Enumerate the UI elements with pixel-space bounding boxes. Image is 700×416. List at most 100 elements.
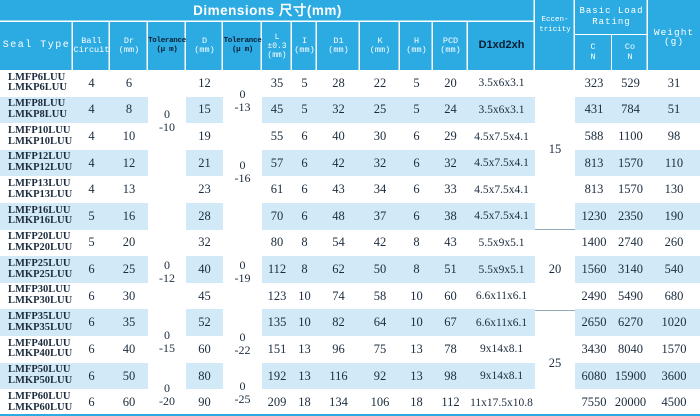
seal-type-cell: LMFP20LUU LMKP20LUU [8,231,73,253]
weight-cell: 3600 [661,368,687,383]
d1-cell: 82 [332,315,345,330]
header-d-tolerance: Tolerance (μ m) [223,22,262,70]
table-row: LMFP20LUU LMKP20LUU 5 20 32 80 8 54 42 8… [0,230,700,257]
seal-type-cell: LMFP30LUU LMKP30LUU [8,284,73,307]
seal-type-cell: LMFP12LUU LMKP12LUU [8,151,73,174]
weight-cell: 260 [664,235,684,250]
l-cell: 192 [267,368,287,383]
ball-circuit-cell: 4 [88,102,95,117]
i-cell: 10 [298,288,311,303]
table-header: Dimensions 尺寸(mm) Eccen- tricity Basic L… [0,0,700,70]
pcd-cell: 51 [444,262,457,277]
pcd-cell: 33 [444,182,457,197]
co-rating-cell: 20000 [614,395,647,410]
header-d1: D1 (mm) [317,22,360,70]
weight-cell: 4500 [661,395,687,410]
d1xd2xh-cell: 5.5x9x5.1 [478,236,525,249]
d1-cell: 32 [332,102,345,117]
i-cell: 6 [301,208,308,223]
weight-cell: 680 [664,288,684,303]
header-l: L ±0.3 (mm) [262,22,292,70]
c-rating-cell: 3430 [581,341,607,356]
seal-type-cell: LMFP8LUU LMKP8LUU [8,98,67,120]
d1-cell: 43 [332,182,345,197]
ball-circuit-cell: 5 [88,208,95,223]
weight-cell: 1020 [661,315,687,330]
co-rating-cell: 6270 [618,315,643,330]
h-cell: 5 [413,102,420,117]
dr-cell: 25 [122,262,136,277]
k-cell: 30 [373,129,387,144]
header-weight: Weight (g) [648,0,700,70]
pcd-cell: 60 [444,288,457,303]
k-cell: 75 [373,341,387,356]
seal-type-cell: LMFP60LUU LMKP60LUU [8,390,73,413]
k-cell: 25 [373,102,387,117]
weight-cell: 98 [667,129,681,144]
h-cell: 6 [413,182,420,197]
co-rating-cell: 2740 [618,235,643,250]
eccentricity-value: 15 [548,142,562,157]
d-cell: 12 [198,75,211,90]
i-cell: 13 [298,341,311,356]
k-cell: 32 [373,155,387,170]
l-cell: 112 [267,262,287,277]
ball-circuit-cell: 6 [88,315,95,330]
d-tolerance-value: 0 -22 [234,330,251,357]
header-co: Co N [624,42,636,63]
c-rating-cell: 1230 [581,208,607,223]
table-row: LMFP13LUU LMKP13LUU 4 13 23 61 6 43 34 6… [0,176,700,203]
header-eccentricity: Eccen- tricity [535,0,575,70]
co-rating-cell: 784 [621,102,640,117]
seal-type-cell: LMFP16LUU LMKP16LUU [8,204,73,227]
seal-type-cell: LMFP6LUU LMKP6LUU [8,71,67,94]
d1-cell: 42 [332,155,345,170]
c-rating-cell: 323 [584,75,604,90]
l-cell: 123 [267,288,287,303]
dr-cell: 40 [122,341,136,356]
eccentricity-value: 20 [535,229,575,310]
d1-cell: 28 [332,75,345,90]
pcd-cell: 24 [444,102,457,117]
i-cell: 6 [301,182,308,197]
d1xd2xh-cell: 9x14x8.1 [479,343,524,356]
d1xd2xh-cell: 3.5x6x3.1 [478,103,525,116]
c-rating-cell: 2490 [581,288,607,303]
d1-cell: 54 [332,235,345,250]
h-cell: 8 [413,235,420,250]
ball-circuit-cell: 5 [88,235,95,250]
d1xd2xh-cell: 5.5x9x5.1 [478,263,525,276]
dr-cell: 8 [125,102,133,117]
dr-tolerance-value: 0 -12 [159,258,175,285]
c-rating-cell: 2650 [581,315,607,330]
i-cell: 5 [301,102,308,117]
ball-circuit-cell: 4 [88,75,95,90]
i-cell: 8 [301,235,308,250]
d1-cell: 62 [332,262,345,277]
d-tolerance-value: 0 -16 [234,158,251,185]
d-cell: 52 [198,315,211,330]
d1xd2xh-cell: 6.6x11x6.1 [475,290,528,303]
h-cell: 5 [413,75,420,90]
header-h: H (mm) [400,22,433,70]
h-cell: 13 [410,368,423,383]
co-rating-cell: 1570 [618,155,643,170]
h-cell: 6 [413,208,420,223]
basic-load-rating-label: Basic Load Rating [575,0,648,35]
i-cell: 5 [301,75,308,90]
d-cell: 60 [198,341,211,356]
d1-cell: 48 [332,208,345,223]
dr-cell: 60 [122,395,136,410]
header-seal-type: Seal Type [0,22,73,70]
ball-circuit-cell: 4 [88,129,95,144]
d-cell: 32 [198,235,211,250]
d1-cell: 40 [332,129,345,144]
c-rating-cell: 7550 [581,395,607,410]
k-cell: 106 [370,395,390,410]
header-basic-load-rating: Basic Load Rating C N Co N [575,0,648,70]
k-cell: 37 [373,208,387,223]
l-cell: 45 [270,102,284,117]
dr-tolerance-value: 0 -10 [159,107,175,134]
ball-circuit-cell: 4 [88,155,95,170]
seal-type-cell: LMFP25LUU LMKP25LUU [8,257,73,280]
